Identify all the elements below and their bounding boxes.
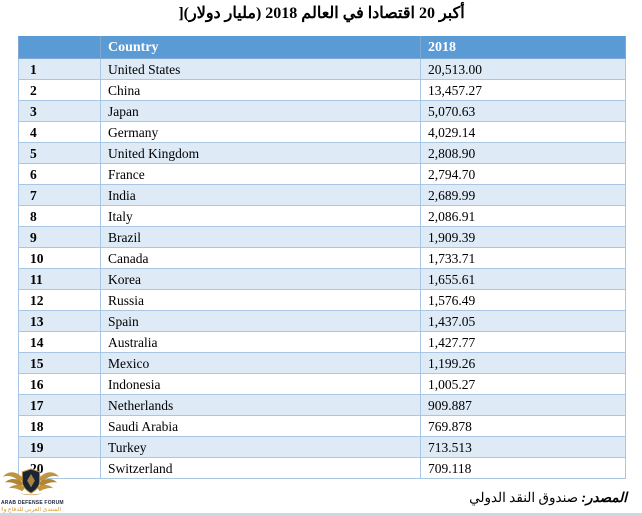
table-row: 20 Switzerland 709.118: [18, 457, 626, 479]
table-row: 1 United States 20,513.00: [18, 58, 626, 80]
country-cell: Germany: [100, 121, 421, 143]
value-cell: 1,437.05: [420, 310, 626, 332]
table-row: 19 Turkey 713.513: [18, 436, 626, 458]
value-cell: 1,655.61: [420, 268, 626, 290]
country-cell: United States: [100, 58, 421, 80]
country-cell: Turkey: [100, 436, 421, 458]
table-row: 13 Spain 1,437.05: [18, 310, 626, 332]
country-cell: India: [100, 184, 421, 206]
country-cell: China: [100, 79, 421, 101]
value-cell: 2,689.99: [420, 184, 626, 206]
rank-cell: 7: [18, 184, 101, 206]
table-row: 15 Mexico 1,199.26: [18, 352, 626, 374]
country-cell: Russia: [100, 289, 421, 311]
value-cell: 1,733.71: [420, 247, 626, 269]
value-cell: 2,794.70: [420, 163, 626, 185]
rank-cell: 2: [18, 79, 101, 101]
value-cell: 1,576.49: [420, 289, 626, 311]
table-row: 5 United Kingdom 2,808.90: [18, 142, 626, 164]
table-row: 2 China 13,457.27: [18, 79, 626, 101]
rank-cell: 4: [18, 121, 101, 143]
table-row: 12 Russia 1,576.49: [18, 289, 626, 311]
rank-cell: 3: [18, 100, 101, 122]
rank-cell: 13: [18, 310, 101, 332]
watermark-logo: ARAB DEFENSE FORUM المنتدى العربي للدفاع…: [1, 468, 64, 513]
table-row: 7 India 2,689.99: [18, 184, 626, 206]
country-cell: Indonesia: [100, 373, 421, 395]
table-row: 14 Australia 1,427.77: [18, 331, 626, 353]
table-row: 17 Netherlands 909.887: [18, 394, 626, 416]
country-cell: Mexico: [100, 352, 421, 374]
table-title: أكبر 20 اقتصادا في العالم 2018 (مليار دو…: [178, 5, 465, 22]
rank-cell: 10: [18, 247, 101, 269]
country-cell: Australia: [100, 331, 421, 353]
header-year-cell: 2018: [420, 36, 626, 59]
header-row: Country 2018: [18, 36, 626, 59]
rank-cell: 9: [18, 226, 101, 248]
table-row: 18 Saudi Arabia 769.878: [18, 415, 626, 437]
country-cell: United Kingdom: [100, 142, 421, 164]
header-country-cell: Country: [100, 36, 421, 59]
value-cell: 1,005.27: [420, 373, 626, 395]
table-row: 10 Canada 1,733.71: [18, 247, 626, 269]
value-cell: 20,513.00: [420, 58, 626, 80]
value-cell: 4,029.14: [420, 121, 626, 143]
rank-cell: 8: [18, 205, 101, 227]
value-cell: 709.118: [420, 457, 626, 479]
table-row: 16 Indonesia 1,005.27: [18, 373, 626, 395]
country-cell: Spain: [100, 310, 421, 332]
rank-cell: 15: [18, 352, 101, 374]
rank-cell: 6: [18, 163, 101, 185]
country-cell: Korea: [100, 268, 421, 290]
value-cell: 5,070.63: [420, 100, 626, 122]
table-row: 9 Brazil 1,909.39: [18, 226, 626, 248]
source-caption: المصدر: صندوق النقد الدولي: [18, 490, 627, 506]
rank-cell: 16: [18, 373, 101, 395]
value-cell: 713.513: [420, 436, 626, 458]
value-cell: 769.878: [420, 415, 626, 437]
watermark-subtitle: المنتدى العربي للدفاع والتسليح: [1, 507, 61, 513]
country-cell: Netherlands: [100, 394, 421, 416]
value-cell: 1,909.39: [420, 226, 626, 248]
rank-cell: 18: [18, 415, 101, 437]
country-cell: Brazil: [100, 226, 421, 248]
value-cell: 909.887: [420, 394, 626, 416]
country-cell: France: [100, 163, 421, 185]
country-cell: Switzerland: [100, 457, 421, 479]
country-cell: Canada: [100, 247, 421, 269]
value-cell: 2,086.91: [420, 205, 626, 227]
country-cell: Japan: [100, 100, 421, 122]
watermark-title: ARAB DEFENSE FORUM: [1, 500, 64, 506]
value-cell: 2,808.90: [420, 142, 626, 164]
wings-emblem-icon: [2, 468, 60, 502]
table-row: 11 Korea 1,655.61: [18, 268, 626, 290]
source-label: المصدر:: [581, 490, 627, 505]
header-rank-cell: [18, 36, 101, 59]
table-row: 8 Italy 2,086.91: [18, 205, 626, 227]
rank-cell: 11: [18, 268, 101, 290]
table-row: 3 Japan 5,070.63: [18, 100, 626, 122]
value-cell: 1,427.77: [420, 331, 626, 353]
table-body: 1 United States 20,513.00 2 China 13,457…: [18, 58, 626, 479]
table-row: 4 Germany 4,029.14: [18, 121, 626, 143]
country-cell: Saudi Arabia: [100, 415, 421, 437]
rank-cell: 19: [18, 436, 101, 458]
economies-table: Country 2018 1 United States 20,513.00 2…: [18, 36, 626, 479]
value-cell: 1,199.26: [420, 352, 626, 374]
source-text: صندوق النقد الدولي: [469, 490, 579, 505]
value-cell: 13,457.27: [420, 79, 626, 101]
rank-cell: 1: [18, 58, 101, 80]
rank-cell: 17: [18, 394, 101, 416]
table-row: 6 France 2,794.70: [18, 163, 626, 185]
rank-cell: 5: [18, 142, 101, 164]
country-cell: Italy: [100, 205, 421, 227]
rank-cell: 14: [18, 331, 101, 353]
rank-cell: 12: [18, 289, 101, 311]
